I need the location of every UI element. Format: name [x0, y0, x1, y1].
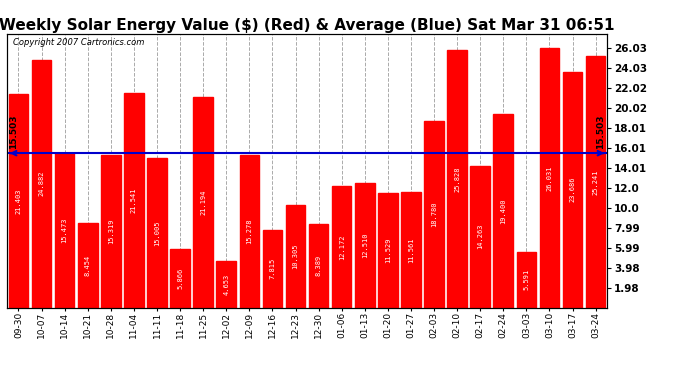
Text: 8.389: 8.389 — [315, 255, 322, 276]
Text: 15.319: 15.319 — [108, 219, 114, 244]
Bar — [217, 261, 236, 308]
Bar — [147, 158, 167, 308]
Text: 24.882: 24.882 — [39, 171, 45, 196]
Text: Copyright 2007 Cartronics.com: Copyright 2007 Cartronics.com — [13, 38, 144, 47]
Bar — [401, 192, 421, 308]
Bar — [101, 155, 121, 308]
Bar — [540, 48, 560, 308]
Text: 15.503: 15.503 — [596, 115, 605, 149]
Title: Weekly Solar Energy Value ($) (Red) & Average (Blue) Sat Mar 31 06:51: Weekly Solar Energy Value ($) (Red) & Av… — [0, 18, 615, 33]
Bar — [286, 205, 305, 308]
Bar — [355, 183, 375, 308]
Text: 11.561: 11.561 — [408, 237, 414, 263]
Text: 26.031: 26.031 — [546, 165, 553, 190]
Text: 25.828: 25.828 — [454, 166, 460, 192]
Text: 7.815: 7.815 — [269, 258, 275, 279]
Bar — [447, 50, 467, 308]
Bar — [563, 72, 582, 308]
Text: 15.278: 15.278 — [246, 219, 253, 244]
Bar — [332, 186, 351, 308]
Text: 14.263: 14.263 — [477, 224, 483, 249]
Bar — [32, 60, 51, 308]
Bar — [586, 56, 605, 308]
Text: 5.591: 5.591 — [524, 269, 529, 290]
Text: 11.529: 11.529 — [385, 237, 391, 263]
Text: 8.454: 8.454 — [85, 255, 90, 276]
Text: 5.866: 5.866 — [177, 268, 183, 289]
Text: 19.400: 19.400 — [500, 198, 506, 224]
Bar — [55, 153, 75, 308]
Bar — [170, 249, 190, 308]
Text: 15.503: 15.503 — [9, 115, 18, 149]
Bar — [9, 94, 28, 308]
Text: 10.305: 10.305 — [293, 243, 299, 269]
Text: 18.780: 18.780 — [431, 201, 437, 227]
Text: 12.510: 12.510 — [362, 232, 368, 258]
Text: 21.403: 21.403 — [15, 188, 21, 214]
Text: 15.005: 15.005 — [154, 220, 160, 246]
Bar — [193, 96, 213, 308]
Text: 21.541: 21.541 — [131, 188, 137, 213]
Text: 4.653: 4.653 — [224, 274, 229, 295]
Bar — [378, 193, 397, 308]
Bar — [124, 93, 144, 308]
Bar — [517, 252, 536, 308]
Bar — [78, 224, 97, 308]
Text: 25.241: 25.241 — [593, 169, 599, 195]
Bar — [239, 155, 259, 308]
Text: 12.172: 12.172 — [339, 234, 345, 260]
Bar — [493, 114, 513, 308]
Text: 21.194: 21.194 — [200, 189, 206, 215]
Text: 15.473: 15.473 — [61, 218, 68, 243]
Text: 23.686: 23.686 — [569, 177, 575, 203]
Bar — [263, 230, 282, 308]
Bar — [424, 120, 444, 308]
Bar — [471, 165, 490, 308]
Bar — [309, 224, 328, 308]
